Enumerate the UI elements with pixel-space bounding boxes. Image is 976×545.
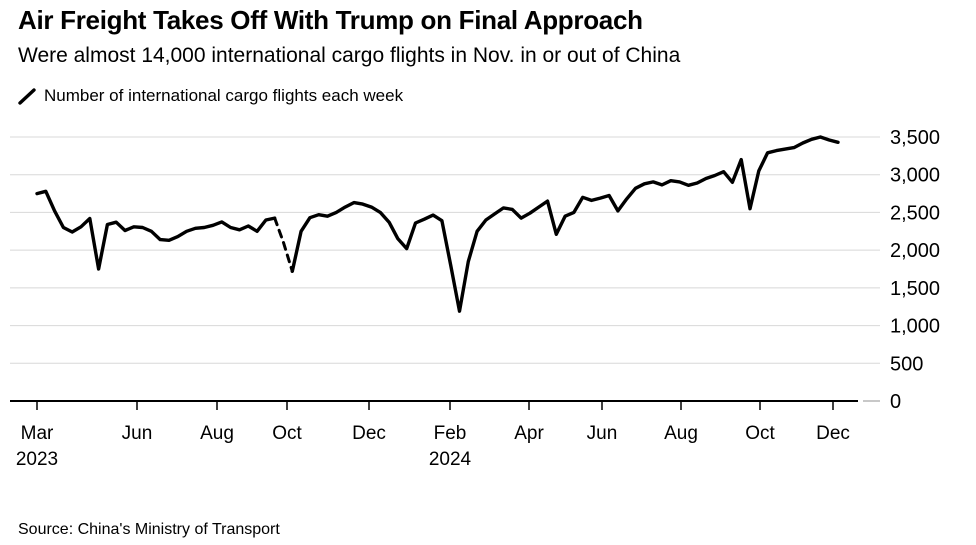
y-axis-tick-label: 3,000 (890, 165, 940, 187)
series-line-dashed-estimate (273, 216, 294, 273)
gridlines (10, 136, 880, 364)
legend-label: Number of international cargo flights ea… (44, 86, 404, 105)
axis-labels: 0 500 1,000 1,500 2,000 2,500 3,000 3,500 Mar 202… (16, 127, 940, 470)
x-axis-tick-label: Jun (587, 423, 618, 444)
y-axis-tick-label: 500 (890, 353, 923, 375)
x-axis-year-label: 2023 (16, 449, 58, 470)
x-axis-tick-label: Oct (745, 423, 775, 444)
axes (10, 400, 880, 410)
data-line (35, 135, 840, 313)
slash-line-icon (18, 88, 36, 105)
x-axis-tick-label: Aug (200, 423, 234, 444)
y-axis-tick-label: 3,500 (890, 127, 940, 149)
chart-subtitle: Were almost 14,000 international cargo f… (18, 44, 681, 67)
legend: Number of international cargo flights ea… (18, 86, 403, 106)
x-axis-tick-label: Dec (816, 423, 850, 444)
x-axis-tick-label: Dec (352, 423, 386, 444)
y-axis-tick-label: 2,000 (890, 240, 940, 262)
x-axis-tick-label: Jun (122, 423, 153, 444)
x-axis-tick-label: Mar (21, 423, 54, 444)
source-note: Source: China's Ministry of Transport (18, 521, 280, 538)
x-axis-tick-label: Feb (434, 423, 467, 444)
series-line-solid (35, 189, 277, 271)
y-axis-tick-label: 0 (890, 391, 901, 413)
x-axis-tick-label: Oct (272, 423, 302, 444)
x-axis-tick-label: Aug (664, 423, 698, 444)
series-line-solid (290, 135, 840, 313)
y-axis-tick-label: 1,000 (890, 316, 940, 338)
y-axis-tick-label: 1,500 (890, 278, 940, 300)
x-axis-tick-label: Apr (514, 423, 544, 444)
chart-title: Air Freight Takes Off With Trump on Fina… (18, 5, 643, 35)
y-axis-tick-label: 2,500 (890, 202, 940, 224)
x-axis-year-label: 2024 (429, 449, 472, 470)
